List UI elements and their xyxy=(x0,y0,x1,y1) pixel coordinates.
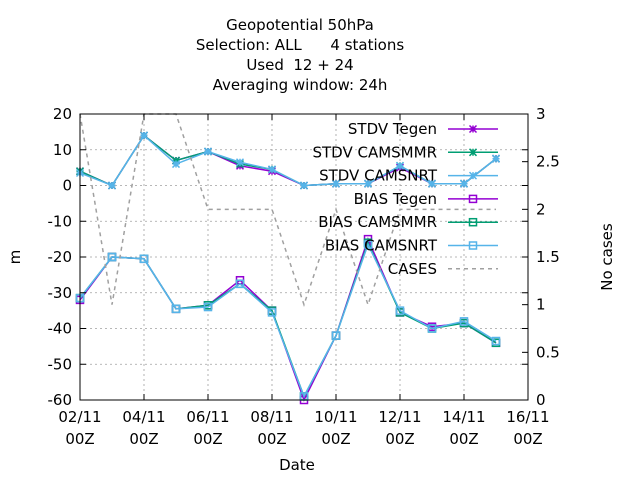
data-point-star xyxy=(468,148,478,157)
legend-label: STDV CAMSNRT xyxy=(319,167,438,185)
data-point-star xyxy=(171,160,181,169)
y-tick-label: 0 xyxy=(62,177,72,195)
chart-title-line-3: Used 12 + 24 xyxy=(246,56,354,74)
data-point-star xyxy=(107,181,117,190)
y-tick-label: -50 xyxy=(48,355,73,373)
data-point-square xyxy=(468,217,478,227)
series-line xyxy=(79,134,497,187)
x-tick-label-time: 00Z xyxy=(257,430,286,448)
y-tick-label: 20 xyxy=(53,105,72,123)
data-point-square xyxy=(491,336,501,346)
y-tick-label: 10 xyxy=(53,141,72,159)
x-tick-label: 02/11 xyxy=(58,408,101,426)
plot-series xyxy=(75,113,501,405)
y2-tick-label: 1 xyxy=(536,296,546,314)
legend-item: STDV CAMSNRT xyxy=(319,167,498,185)
data-point-star xyxy=(299,181,309,190)
series-line xyxy=(79,242,497,399)
data-point-square xyxy=(171,304,181,314)
x-tick-label: 08/11 xyxy=(250,408,293,426)
x-axis-label: Date xyxy=(279,456,315,474)
x-tick-label-time: 00Z xyxy=(129,430,158,448)
y2-tick-label: 3 xyxy=(536,105,546,123)
data-point-star xyxy=(491,154,501,163)
legend-item: STDV CAMSMMR xyxy=(312,143,498,161)
data-point-square xyxy=(363,240,373,249)
data-point-star xyxy=(459,179,469,188)
y-tick-label: -30 xyxy=(48,284,73,302)
data-point-square xyxy=(235,279,245,289)
x-tick-label: 16/11 xyxy=(506,408,549,426)
x-tick-label: 04/11 xyxy=(122,408,165,426)
data-point-star xyxy=(331,179,341,188)
axes: 20 10 0 -10 -20 -30 -40 -50 -60 3 2.5 2 1.5 1 0.5 0 02/1… xyxy=(48,105,560,448)
legend-item: BIAS Tegen xyxy=(354,190,498,208)
legend-label: BIAS Tegen xyxy=(354,190,437,208)
x-tick-label-time: 00Z xyxy=(449,430,478,448)
legend-item: BIAS CAMSNRT xyxy=(325,237,498,255)
data-point-square xyxy=(395,306,405,315)
y-tick-label: -60 xyxy=(48,391,73,409)
data-point-square xyxy=(267,308,277,317)
data-point-square xyxy=(459,317,469,326)
legend-label: CASES xyxy=(388,260,437,278)
legend-label: BIAS CAMSMMR xyxy=(318,213,437,231)
x-tick-label-time: 00Z xyxy=(321,430,350,448)
chart-title-line-1: Geopotential 50hPa xyxy=(226,16,374,34)
y-axis-label: m xyxy=(6,250,24,265)
x-tick-label: 12/11 xyxy=(378,408,421,426)
data-point-star xyxy=(235,158,245,167)
x-tick-label-time: 00Z xyxy=(385,430,414,448)
data-point-star xyxy=(468,171,478,180)
data-point-star xyxy=(468,124,478,134)
data-point-star xyxy=(171,156,181,165)
data-point-square xyxy=(107,252,117,262)
data-point-square xyxy=(468,241,478,250)
chart-title-line-4: Averaging window: 24h xyxy=(212,76,388,94)
data-point-square xyxy=(203,302,213,312)
x-tick-label-time: 00Z xyxy=(513,430,542,448)
data-point-square xyxy=(427,324,437,333)
data-point-star xyxy=(203,147,213,156)
legend-item: CASES xyxy=(388,260,498,278)
legend-label: BIAS CAMSNRT xyxy=(325,237,438,255)
data-point-square xyxy=(468,194,478,204)
legend-item: STDV Tegen xyxy=(348,120,498,138)
x-tick-label-time: 00Z xyxy=(65,430,94,448)
y2-tick-label: 0.5 xyxy=(536,343,560,361)
y2-tick-label: 0 xyxy=(536,391,546,409)
data-point-star xyxy=(363,179,373,188)
legend-item: BIAS CAMSMMR xyxy=(318,213,498,231)
chart-title-line-2: Selection: ALL 4 stations xyxy=(195,36,405,54)
y2-axis-label: No cases xyxy=(598,223,616,291)
data-point-square xyxy=(331,331,341,340)
x-tick-label: 14/11 xyxy=(442,408,485,426)
series-line xyxy=(79,113,496,308)
series-cases xyxy=(79,113,496,308)
series-bias-camsnrt xyxy=(75,240,501,401)
y-tick-label: -10 xyxy=(48,212,73,230)
data-point-star xyxy=(139,131,149,140)
data-point-star xyxy=(395,161,405,170)
y2-tick-label: 2 xyxy=(536,200,546,218)
x-tick-label: 06/11 xyxy=(186,408,229,426)
legend-label: STDV Tegen xyxy=(348,120,437,138)
x-tick-label: 10/11 xyxy=(314,408,357,426)
legend: STDV Tegen STDV CAMSMMR STDV CAMSNRT BIAS T… xyxy=(312,120,498,278)
y2-tick-label: 2.5 xyxy=(536,153,560,171)
y-tick-label: -20 xyxy=(48,248,73,266)
legend-label: STDV CAMSMMR xyxy=(312,143,437,161)
y2-tick-label: 1.5 xyxy=(536,248,560,266)
data-point-star xyxy=(267,165,277,174)
data-point-square xyxy=(139,254,149,264)
x-tick-label-time: 00Z xyxy=(193,430,222,448)
data-point-star xyxy=(427,179,437,188)
y-tick-label: -40 xyxy=(48,320,73,338)
